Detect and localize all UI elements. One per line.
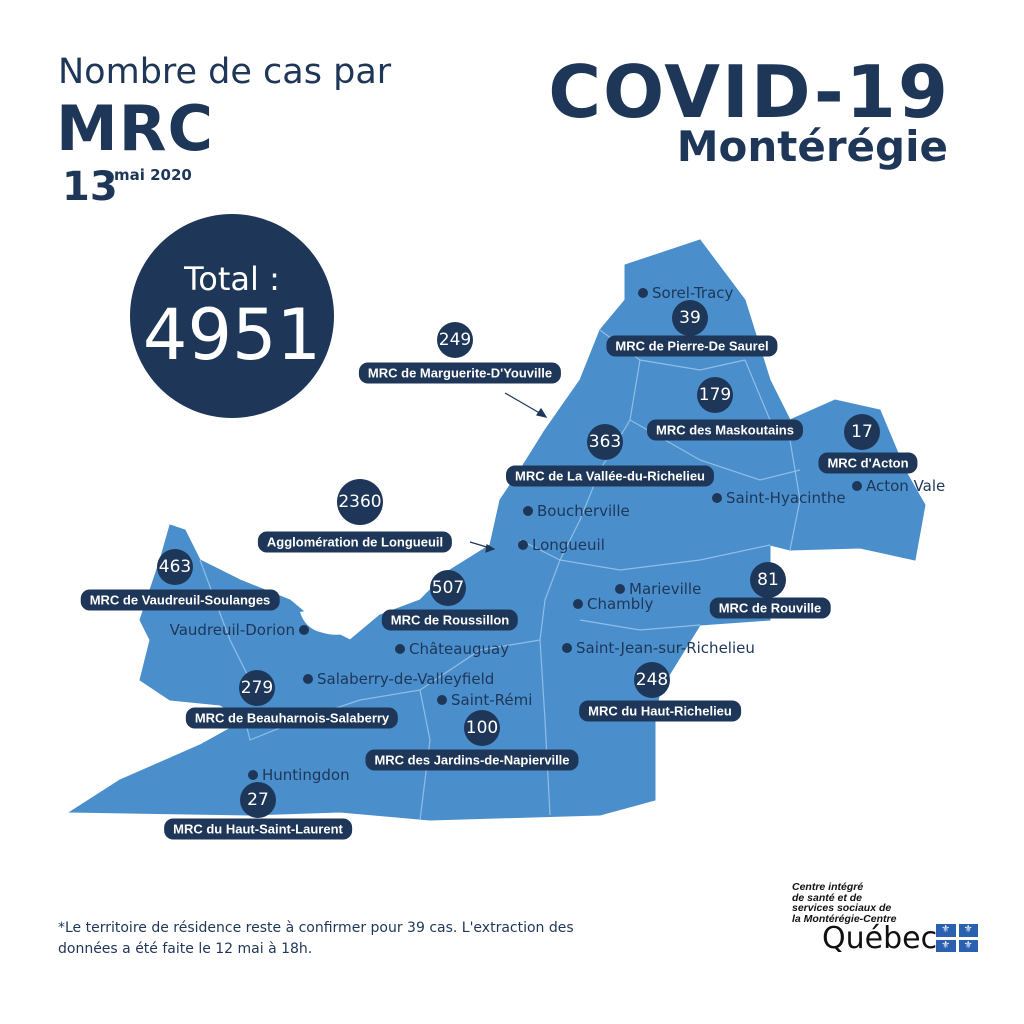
covid-title: COVID-19	[548, 50, 950, 134]
mrc-name-label: MRC de Rouville	[709, 597, 831, 619]
case-count-badge: 81	[750, 562, 786, 598]
case-count-badge: 27	[240, 782, 276, 818]
logo-line: services sociaux de	[792, 902, 892, 914]
city-name: Saint-Hyacinthe	[726, 489, 846, 507]
mrc-name-label: MRC de Beauharnois-Salaberry	[185, 707, 399, 729]
mrc-name-label: MRC des Maskoutains	[647, 419, 803, 441]
logo-line: de santé et de	[792, 891, 863, 904]
city-marker: Acton Vale	[852, 477, 945, 495]
mrc-name-label: MRC de Roussillon	[381, 609, 519, 631]
city-dot-icon	[299, 625, 309, 635]
city-dot-icon	[712, 493, 722, 503]
city-name: Saint-Jean-sur-Richelieu	[576, 639, 755, 657]
logo-line: la Montérégie-Centre	[792, 912, 897, 925]
city-name: Marieville	[629, 580, 702, 598]
mrc-name-label: MRC de Marguerite-D'Youville	[358, 362, 562, 384]
city-name: Huntingdon	[262, 766, 350, 784]
city-marker: Chambly	[573, 595, 653, 613]
city-dot-icon	[562, 643, 572, 653]
mrc-name-label: MRC du Haut-Saint-Laurent	[164, 818, 352, 840]
city-name: Boucherville	[537, 502, 630, 520]
case-count-badge: 363	[587, 424, 623, 460]
city-dot-icon	[852, 481, 862, 491]
case-count-badge: 463	[157, 549, 193, 585]
city-dot-icon	[638, 288, 648, 298]
city-marker: Salaberry-de-Valleyfield	[303, 670, 494, 688]
city-marker: Vaudreuil-Dorion	[170, 621, 309, 639]
river-water	[300, 610, 360, 635]
title-mrc: MRC	[56, 92, 214, 165]
date-day: 13	[62, 164, 118, 210]
city-marker: Huntingdon	[248, 766, 350, 784]
city-marker: Longueuil	[518, 536, 605, 554]
city-name: Acton Vale	[866, 477, 946, 495]
mrc-name-label: MRC des Jardins-de-Napierville	[365, 749, 579, 771]
city-name: Chambly	[587, 595, 654, 613]
city-dot-icon	[248, 770, 258, 780]
case-count-badge: 248	[634, 662, 670, 698]
case-count-badge: 100	[464, 710, 500, 746]
city-name: Salaberry-de-Valleyfield	[317, 670, 495, 688]
case-count-badge: 39	[672, 300, 708, 336]
city-dot-icon	[615, 584, 625, 594]
case-count-badge: 17	[844, 414, 880, 450]
city-marker: Sorel-Tracy	[638, 284, 733, 302]
total-badge: Total : 4951	[130, 214, 334, 418]
city-dot-icon	[437, 695, 447, 705]
city-marker: Saint-Jean-sur-Richelieu	[562, 639, 755, 657]
case-count-badge: 507	[430, 570, 466, 606]
case-count-badge: 279	[239, 670, 275, 706]
city-marker: Châteauguay	[395, 640, 509, 658]
city-marker: Saint-Rémi	[437, 691, 532, 709]
mrc-name-label: Agglomération de Longueuil	[257, 531, 453, 553]
footnote-line1: *Le territoire de résidence reste à conf…	[58, 920, 574, 936]
mrc-name-label: MRC d'Acton	[818, 452, 918, 474]
city-dot-icon	[523, 506, 533, 516]
city-name: Saint-Rémi	[451, 691, 533, 709]
city-dot-icon	[518, 540, 528, 550]
city-dot-icon	[395, 644, 405, 654]
pointer-arrows	[469, 392, 548, 553]
quebec-flag-icon: ⚜ ⚜ ⚜ ⚜	[936, 924, 978, 952]
city-marker: Saint-Hyacinthe	[712, 489, 846, 507]
total-label: Total :	[184, 260, 280, 298]
logo-line: Centre intégré	[792, 881, 864, 893]
date-month-year: mai 2020	[114, 166, 192, 184]
total-value: 4951	[142, 294, 322, 376]
city-dot-icon	[303, 674, 313, 684]
case-count-badge: 2360	[337, 479, 383, 525]
city-marker: Marieville	[615, 580, 701, 598]
city-name: Châteauguay	[409, 640, 510, 658]
mrc-name-label: MRC de Vaudreuil-Soulanges	[80, 589, 280, 611]
ciusss-logo: Centre intégré de santé et de services s…	[792, 882, 937, 954]
quebec-wordmark: Québec	[822, 921, 938, 956]
mrc-name-label: MRC de Pierre-De Saurel	[606, 335, 778, 357]
region-title: Montérégie	[676, 122, 948, 171]
city-dot-icon	[573, 599, 583, 609]
footnote: *Le territoire de résidence reste à conf…	[58, 918, 574, 960]
city-name: Sorel-Tracy	[652, 284, 734, 302]
city-marker: Boucherville	[523, 502, 630, 520]
city-name: Vaudreuil-Dorion	[169, 621, 295, 639]
mrc-name-label: MRC de La Vallée-du-Richelieu	[506, 465, 714, 487]
case-count-badge: 249	[437, 322, 473, 358]
footnote-line2: données a été faite le 12 mai à 18h.	[58, 941, 313, 957]
mrc-name-label: MRC du Haut-Richelieu	[579, 700, 741, 722]
title-line1: Nombre de cas par	[58, 52, 392, 92]
city-name: Longueuil	[532, 536, 605, 554]
case-count-badge: 179	[697, 377, 733, 413]
